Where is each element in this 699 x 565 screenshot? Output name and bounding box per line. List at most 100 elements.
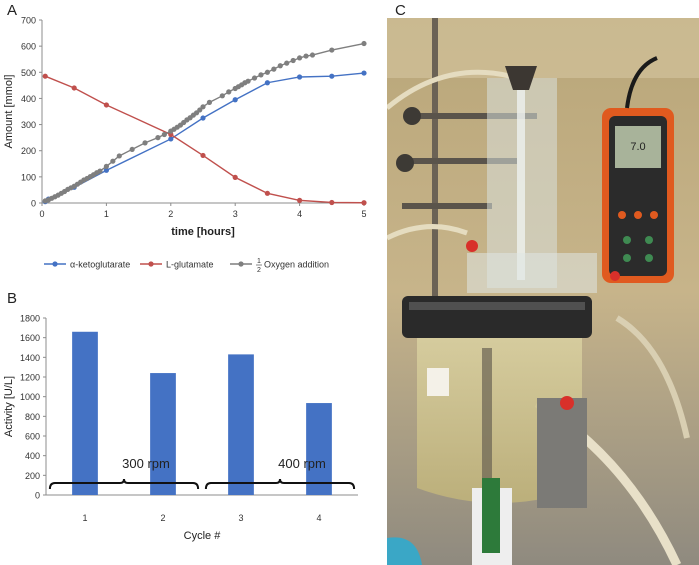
y-tick-label: 400: [21, 94, 36, 104]
data-point: [361, 200, 367, 206]
data-point: [361, 40, 367, 47]
bar: [228, 354, 254, 495]
y-tick-label: 200: [25, 471, 40, 481]
y-tick-label: 400: [25, 451, 40, 461]
x-tick-label: 5: [361, 209, 366, 219]
data-point: [168, 136, 174, 142]
data-point: [271, 66, 277, 72]
y-tick-label: 1800: [20, 314, 40, 324]
data-point: [258, 72, 264, 78]
bioreactor-photo: 7.0: [387, 18, 699, 565]
legend-label: α-ketoglutarate: [70, 260, 130, 270]
x-tick-label: 3: [233, 209, 238, 219]
data-point: [361, 70, 367, 76]
data-point: [142, 140, 148, 146]
data-point: [245, 78, 251, 84]
data-point: [264, 190, 270, 196]
data-point: [297, 55, 303, 61]
data-point: [161, 131, 167, 138]
rpm-label: 400 rpm: [278, 456, 326, 471]
x-tick-label: 3: [238, 513, 243, 523]
data-point: [200, 152, 206, 159]
y-tick-label: 200: [21, 146, 36, 156]
series-line: [44, 72, 365, 203]
y-axis-title: Activity [U/L]: [3, 376, 15, 437]
legend-fraction-numerator: 1: [257, 258, 261, 265]
series-line: [44, 75, 365, 204]
y-tick-label: 600: [25, 432, 40, 442]
panel-label-b: B: [7, 290, 18, 307]
x-tick-label: 2: [168, 209, 173, 219]
data-point: [284, 60, 290, 66]
y-tick-label: 0: [35, 491, 40, 501]
x-tick-label: 4: [316, 513, 321, 523]
data-point: [103, 167, 109, 173]
data-point: [303, 53, 309, 59]
rpm-brace: [204, 478, 356, 490]
oxygen-line-chart: 0 100 200 300 400 500 600 700 0 1 2 3 4 5 time [hours]…: [3, 16, 367, 274]
data-point: [232, 97, 238, 103]
x-axis-title: time [hours]: [171, 226, 235, 238]
y-axis-title: Amount [mmol]: [3, 75, 15, 149]
data-point: [200, 115, 206, 121]
panel-label-a: A: [7, 2, 18, 19]
y-tick-label: 1600: [20, 333, 40, 343]
x-axis-title: Cycle #: [184, 530, 222, 542]
data-point: [206, 99, 213, 105]
data-point: [251, 75, 258, 81]
y-tick-label: 700: [21, 16, 36, 26]
data-point: [290, 57, 296, 64]
x-tick-label: 1: [82, 513, 87, 523]
data-point: [97, 168, 103, 174]
data-point: [277, 63, 283, 69]
y-tick-label: 1400: [20, 353, 40, 363]
y-tick-label: 300: [21, 120, 36, 130]
legend-label: L-glutamate: [166, 260, 214, 270]
data-point: [219, 93, 225, 99]
bar: [150, 373, 176, 495]
y-tick-label: 1200: [20, 373, 40, 383]
x-tick-label: 4: [297, 209, 302, 219]
y-tick-label: 600: [21, 42, 36, 52]
activity-bar-chart: 0 200 400 600 800 1000 1200 1400 1600 1800 1 2 3 4 Cyc…: [3, 314, 358, 542]
data-point: [110, 158, 116, 164]
data-point: [297, 197, 303, 203]
legend-label: Oxygen addition: [264, 260, 329, 270]
data-point: [116, 153, 122, 159]
x-tick-label: 2: [160, 513, 165, 523]
data-point: [197, 107, 203, 113]
data-point: [200, 104, 206, 110]
data-point: [329, 73, 335, 79]
y-tick-label: 0: [31, 199, 36, 209]
bar: [306, 403, 332, 495]
data-point: [103, 163, 109, 169]
data-point: [232, 174, 238, 180]
data-point: [264, 80, 270, 86]
data-point: [71, 85, 77, 91]
y-tick-label: 500: [21, 68, 36, 78]
x-tick-label: 1: [104, 209, 109, 219]
data-point: [155, 135, 161, 141]
bar: [72, 331, 98, 495]
data-point: [297, 74, 303, 80]
legend-marker: [238, 261, 244, 267]
legend-marker: [148, 261, 154, 267]
svg-text:7.0: 7.0: [630, 141, 645, 153]
data-point: [329, 47, 335, 53]
data-point: [42, 73, 48, 79]
data-point: [264, 69, 270, 75]
x-tick-label: 0: [39, 209, 44, 219]
y-tick-label: 1000: [20, 392, 40, 402]
legend-fraction-denominator: 2: [257, 267, 261, 274]
data-point: [129, 146, 135, 153]
rpm-label: 300 rpm: [122, 456, 170, 471]
panel-label-c: C: [395, 2, 406, 19]
legend-marker: [52, 261, 58, 267]
y-tick-label: 800: [25, 412, 40, 422]
rpm-brace: [48, 478, 200, 490]
data-point: [309, 52, 316, 58]
data-point: [103, 102, 109, 108]
data-point: [329, 199, 335, 206]
data-point: [226, 89, 232, 95]
y-tick-label: 100: [21, 172, 36, 182]
